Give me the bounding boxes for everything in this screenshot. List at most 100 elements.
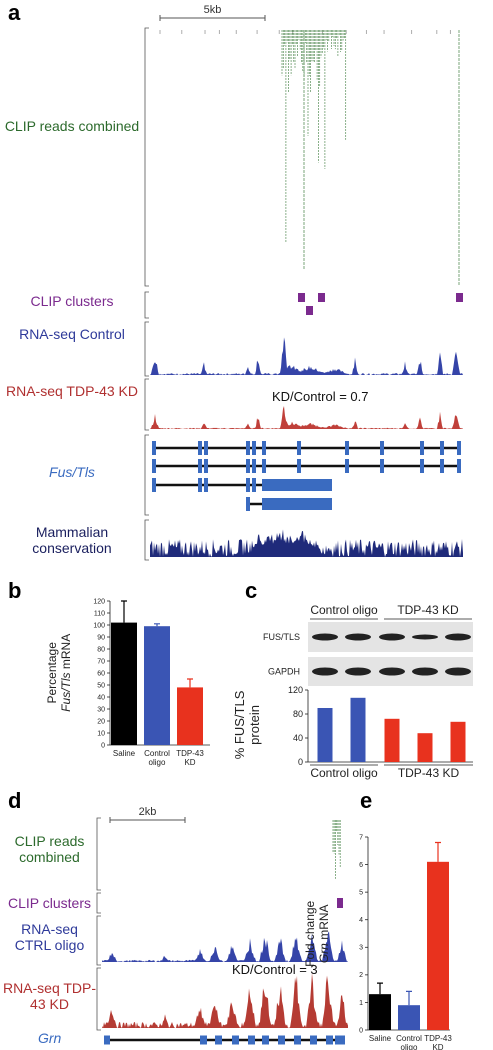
track-label: CLIP clusters [8, 895, 91, 911]
x-tick-label: Control oligo [144, 749, 170, 768]
blot-group-label: Control oligo [310, 603, 378, 617]
exon [252, 478, 256, 492]
exon [440, 441, 444, 455]
error-bar [406, 990, 412, 1006]
blot-group-label: TDP-43 KD [397, 603, 459, 617]
clip-cluster [337, 898, 343, 908]
blot-band [379, 633, 405, 641]
exon [420, 459, 424, 473]
track-label: Grn [38, 1030, 62, 1046]
exon [278, 1035, 285, 1045]
y-tick-label: 40 [97, 694, 105, 701]
y-tick-label: 6 [359, 862, 363, 869]
y-tick-label: 40 [293, 733, 303, 743]
label-part: Grn [317, 942, 331, 963]
y-tick-label: 20 [97, 718, 105, 725]
y-tick-label: 60 [97, 670, 105, 677]
bar [369, 994, 391, 1030]
x-tick-label: Saline [368, 1034, 392, 1043]
exon [215, 1035, 222, 1045]
exon [262, 441, 266, 455]
exon [310, 1035, 317, 1045]
track-label: RNA-seq TDP-43 KD [5, 383, 138, 399]
y-tick-label: 30 [97, 706, 105, 713]
y-tick-label: 10 [97, 730, 105, 737]
bar [417, 733, 433, 762]
y-tick-label: 80 [293, 709, 303, 719]
exon [380, 441, 384, 455]
y-tick-label: 50 [97, 682, 105, 689]
blot-band [445, 667, 471, 676]
scale-bar [109, 817, 186, 823]
blot-band [312, 667, 338, 676]
y-tick-label: 2 [359, 972, 363, 979]
label-part: mRNA [317, 903, 331, 940]
exon [232, 1035, 239, 1045]
y-tick-label: 0 [298, 757, 303, 767]
exon [457, 459, 461, 473]
exon [252, 441, 256, 455]
error-bar [377, 982, 383, 995]
track-bracket [96, 915, 101, 966]
exon [198, 441, 202, 455]
track-bracket [144, 519, 149, 561]
bar [384, 718, 400, 762]
group-label: Control oligo [310, 766, 378, 780]
label-part: Percentage [45, 642, 60, 704]
coverage-track [150, 337, 463, 375]
exon [457, 441, 461, 455]
exon [152, 459, 156, 473]
exon [204, 459, 208, 473]
exon [262, 498, 332, 510]
error-bar [435, 841, 441, 862]
x-tick-label: Saline [112, 749, 136, 758]
blot-band [445, 633, 471, 641]
exon [380, 459, 384, 473]
y-tick-label: 4 [359, 917, 363, 924]
blot-band [312, 633, 338, 641]
exon [440, 459, 444, 473]
panel-letter: c [245, 578, 258, 603]
track-label: RNA-seq CTRL oligo [14, 921, 85, 954]
exon [345, 459, 349, 473]
exon [252, 459, 256, 473]
y-tick-label: 5 [359, 889, 363, 896]
bar [350, 697, 366, 762]
panel-letter: b [8, 578, 22, 603]
track-label: CLIP reads combined [4, 118, 140, 134]
error-bar [187, 678, 193, 688]
exon [262, 459, 266, 473]
y-tick-label: 110 [94, 610, 105, 617]
y-tick-label: 0 [359, 1027, 363, 1034]
coverage-track [102, 972, 348, 1028]
exon [420, 441, 424, 455]
group-label: TDP-43 KD [397, 766, 460, 780]
y-tick-label: 1 [359, 1000, 363, 1007]
track-bracket [96, 967, 101, 1031]
panel-letter: a [8, 0, 21, 25]
exon [335, 1035, 345, 1045]
track-bracket [96, 892, 101, 914]
exon [246, 441, 250, 455]
bar [450, 721, 466, 762]
y-tick-label: 7 [359, 834, 363, 841]
blot-row-label: FUS/TLS [263, 632, 300, 642]
track-bracket [144, 291, 149, 319]
track-label: Mammalian conservation [32, 524, 112, 557]
bar [177, 687, 203, 745]
track-bracket [144, 434, 149, 516]
clip-cluster [318, 293, 325, 302]
scale-bar-label: 5kb [204, 4, 222, 16]
blot-band [412, 667, 438, 676]
y-tick-label: 3 [359, 945, 363, 952]
coverage-track [150, 529, 463, 557]
x-tick-label: TDP-43 KD [176, 749, 204, 768]
scale-bar [159, 15, 266, 21]
y-tick-label: 80 [97, 646, 105, 653]
coverage-track [102, 931, 348, 962]
track-label: RNA-seq Control [19, 326, 125, 342]
bar [427, 861, 449, 1030]
exon [104, 1035, 110, 1045]
blot-band [345, 667, 371, 676]
